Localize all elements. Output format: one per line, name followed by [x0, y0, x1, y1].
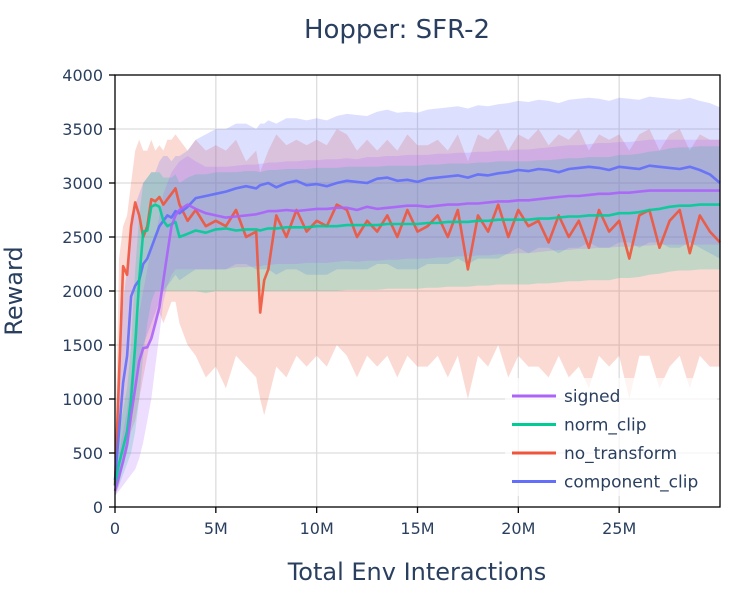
line-no_transform: [113, 187, 721, 486]
chart-title: Hopper: SFR-2: [304, 15, 490, 45]
x-tick-label: 5M: [204, 519, 228, 538]
y-tick-label: 2000: [62, 282, 103, 301]
x-axis-ticks: 0 5M 10M 15M 20M 25M: [110, 507, 636, 538]
x-axis-title: Total Env Interactions: [287, 558, 547, 586]
y-axis-ticks: 0 500 1000 1500 2000 2500 3000 3500 4000: [62, 66, 115, 517]
legend: signed norm_clip no_transform component_cli…: [505, 378, 717, 496]
line-norm_clip: [113, 203, 720, 486]
band-no_transform: [115, 129, 720, 497]
y-tick-label: 3500: [62, 120, 103, 139]
y-tick-label: 1000: [62, 390, 103, 409]
y-tick-label: 1500: [62, 336, 103, 355]
y-tick-label: 2500: [62, 228, 103, 247]
y-tick-label: 3000: [62, 174, 103, 193]
legend-label-signed: signed: [564, 387, 620, 407]
legend-label-norm_clip: norm_clip: [564, 416, 647, 436]
band-norm_clip: [115, 146, 720, 497]
x-tick-label: 20M: [501, 519, 535, 538]
y-tick-label: 4000: [62, 66, 103, 85]
x-tick-label: 0: [110, 519, 120, 538]
line-signed: [113, 189, 720, 492]
y-axis-title: Reward: [0, 246, 28, 335]
series-lines: [113, 164, 721, 492]
legend-background: [505, 378, 717, 496]
x-tick-label: 15M: [400, 519, 434, 538]
y-tick-label: 500: [72, 444, 103, 463]
x-tick-label: 10M: [300, 519, 334, 538]
x-tick-label: 25M: [602, 519, 636, 538]
legend-label-component_clip: component_clip: [564, 473, 698, 493]
legend-label-no_transform: no_transform: [564, 444, 677, 464]
y-tick-label: 0: [93, 498, 103, 517]
